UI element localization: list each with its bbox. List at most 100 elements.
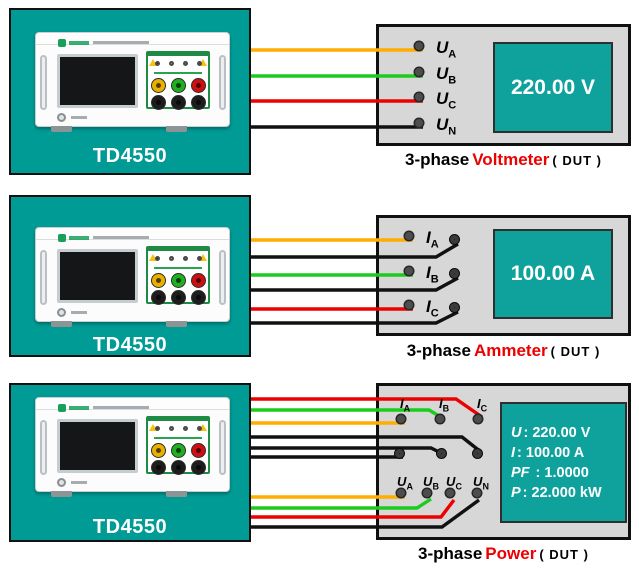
terminal-un — [415, 119, 423, 127]
caption-dut: ( DUT ) — [539, 547, 589, 562]
terminal-label-uc: UC — [436, 89, 457, 112]
terminal-label-p-un: UN — [473, 474, 489, 492]
output-knob-red — [191, 273, 206, 288]
left-handle — [40, 420, 47, 475]
terminal-panel-header — [148, 418, 208, 421]
output-knob-green — [171, 78, 186, 93]
output-knob-black — [191, 290, 206, 305]
terminal-label-ib: IB — [426, 263, 439, 286]
display-line-current: I: 100.00 A — [511, 444, 585, 461]
power-button-label — [71, 311, 87, 314]
terminal-p-i-return — [395, 449, 404, 458]
terminal-ua — [415, 42, 423, 50]
voltmeter-caption: 3-phase Voltmeter( DUT ) — [376, 150, 631, 170]
output-knob-yellow — [151, 443, 166, 458]
power-button — [57, 478, 66, 487]
aux-terminal-black — [155, 426, 160, 431]
caption-name: Power — [485, 544, 537, 563]
power-button — [57, 308, 66, 317]
terminal-ub — [415, 68, 423, 76]
model-text — [93, 236, 149, 239]
aux-terminal-green — [183, 61, 188, 66]
terminal-ib-return — [450, 269, 459, 278]
device-screen — [57, 249, 138, 303]
caption-prefix: 3-phase — [404, 150, 470, 169]
terminal-panel-header — [148, 248, 208, 251]
output-knob-red — [191, 443, 206, 458]
output-knob-yellow — [151, 273, 166, 288]
right-handle — [219, 420, 226, 475]
caption-name: Ammeter — [473, 341, 548, 360]
source-model-label: TD4550 — [92, 334, 168, 356]
device-chassis — [35, 227, 230, 327]
brand-logo-icon — [58, 39, 66, 47]
terminal-p-ic — [474, 415, 482, 423]
terminal-ic — [405, 301, 413, 309]
terminal-p-i-return — [437, 449, 446, 458]
terminal-label-ia: IA — [426, 228, 439, 251]
brand-logo-icon — [58, 404, 66, 412]
terminal-label-ua: UA — [436, 38, 457, 61]
warning-icon — [149, 254, 157, 261]
model-text — [93, 406, 149, 409]
terminal-label-p-ia: IA — [399, 396, 411, 414]
terminal-panel — [146, 51, 210, 110]
terminal-p-ib — [436, 415, 444, 423]
output-knob-black — [171, 460, 186, 475]
brand-text — [69, 236, 89, 240]
warning-icon — [199, 254, 207, 261]
source-instrument-3: TD4550 — [9, 383, 251, 542]
power-meter-display: U: 220.00 V I: 100.00 A PF : 1.0000 P: 2… — [500, 402, 627, 523]
terminal-ia — [405, 232, 413, 240]
caption-prefix: 3-phase — [406, 341, 471, 360]
warning-icon — [199, 424, 207, 431]
terminal-panel-divider — [154, 437, 202, 439]
brand-text — [69, 406, 89, 410]
aux-terminal-black — [155, 61, 160, 66]
terminal-panel — [146, 416, 210, 475]
terminal-p-ub — [423, 489, 431, 497]
aux-terminal-green — [183, 426, 188, 431]
device-foot — [51, 321, 72, 327]
warning-icon — [149, 424, 157, 431]
output-knob-green — [171, 443, 186, 458]
device-chassis — [35, 32, 230, 132]
caption-name: Voltmeter — [472, 150, 550, 169]
device-screen — [57, 419, 138, 473]
ammeter-display: 100.00 A — [493, 229, 613, 319]
terminal-label-ub: UB — [436, 64, 457, 87]
terminal-p-uc — [446, 489, 454, 497]
terminal-label-p-ub: UB — [423, 474, 439, 492]
warning-icon — [199, 59, 207, 66]
power-button-label — [71, 116, 87, 119]
output-knob-black — [171, 290, 186, 305]
terminal-p-un — [473, 489, 481, 497]
power-caption: 3-phase Power( DUT ) — [376, 544, 631, 564]
output-knob-black — [191, 95, 206, 110]
right-handle — [219, 250, 226, 305]
output-knob-red — [191, 78, 206, 93]
terminal-label-p-ic: IC — [476, 396, 488, 414]
brand-text — [69, 41, 89, 45]
caption-prefix: 3-phase — [418, 544, 483, 563]
device-chassis — [35, 397, 230, 497]
terminal-ib — [405, 267, 413, 275]
terminal-p-ia — [397, 415, 405, 423]
source-model-label: TD4550 — [92, 145, 168, 167]
caption-dut: ( DUT ) — [550, 344, 601, 359]
power-button-label — [71, 481, 87, 484]
terminal-uc — [415, 93, 423, 101]
aux-terminal-yellow — [169, 426, 174, 431]
power-button — [57, 113, 66, 122]
terminal-panel-divider — [154, 72, 202, 74]
brand-logo-icon — [58, 234, 66, 242]
display-line-power: P: 22.000 kW — [511, 484, 602, 501]
terminal-panel — [146, 246, 210, 305]
device-foot — [166, 491, 187, 497]
source-instrument-1: TD4550 — [9, 8, 251, 175]
device-foot — [51, 126, 72, 132]
terminal-panel-header — [148, 53, 208, 56]
output-knob-black — [171, 95, 186, 110]
terminal-label-p-uc: UC — [446, 474, 462, 492]
